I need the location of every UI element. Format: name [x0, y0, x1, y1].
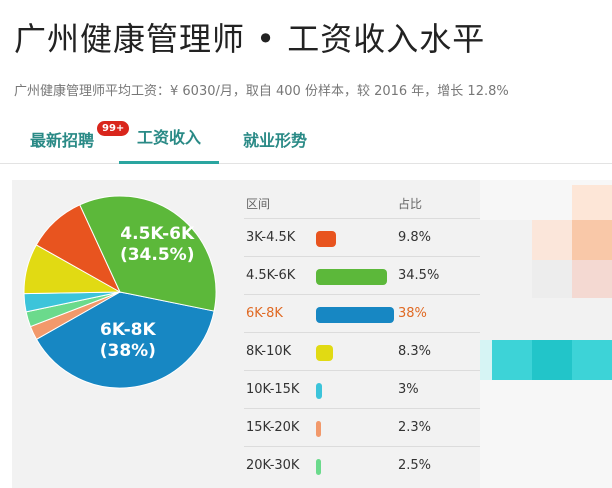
mosaic-tile [480, 380, 612, 488]
salary-panel: 6K-8K (38%) 4.5K-6K (34.5%) 区间 占比 3K-4.5K 9.… [12, 180, 612, 488]
table-row: 15K-20K 2.3% [244, 408, 480, 447]
pie-chart [23, 195, 217, 389]
mosaic-tile [532, 220, 572, 260]
row-bar [316, 421, 321, 437]
row-range: 15K-20K [246, 420, 300, 435]
pie-slice-label-pct: (38%) [99, 341, 156, 362]
pie-slice-label-range: 4.5K-6K [120, 223, 195, 244]
new-jobs-badge: 99+ [96, 120, 131, 137]
header-percentage: 占比 [398, 197, 423, 211]
table-row: 3K-4.5K 9.8% [244, 218, 480, 257]
page-subtitle: 广州健康管理师平均工资：¥ 6030/月，取自 400 份样本，较 2016 年… [14, 84, 509, 99]
row-range: 4.5K-6K [246, 268, 296, 283]
pie-slice-6k-8k [35, 291, 215, 389]
row-percentage: 2.3% [398, 420, 432, 435]
page-title: 广州健康管理师 • 工资收入水平 [14, 20, 486, 58]
pie-slice-label-pct: (34.5%) [119, 244, 195, 265]
tab-latest-jobs-label: 最新招聘 [30, 131, 95, 150]
row-percentage: 8.3% [398, 344, 432, 359]
mosaic-tile [572, 185, 612, 220]
salary-table: 区间 占比 3K-4.5K 9.8% 4.5K-6K 34.5% 6K-8K 38% 8K-… [244, 180, 480, 488]
mosaic-tile [572, 220, 612, 260]
row-range: 8K-10K [246, 344, 292, 359]
row-bar [316, 231, 337, 247]
row-bar [316, 383, 323, 399]
mosaic-tile [572, 260, 612, 298]
tab-salary-label: 工资收入 [137, 128, 202, 147]
row-bar [316, 269, 387, 285]
table-row: 6K-8K 38% [244, 294, 480, 333]
pie-slice-label: 4.5K-6K (34.5%) [112, 224, 202, 266]
header-range: 区间 [246, 197, 271, 211]
blurred-decoration [480, 180, 612, 488]
mosaic-tile [532, 340, 572, 380]
row-bar [316, 345, 333, 361]
pie-slice-label-range: 6K-8K [100, 320, 156, 341]
tab-employment-label: 就业形势 [243, 131, 308, 150]
pie-slice-4_5k-6k [79, 195, 217, 312]
tab-salary[interactable]: 工资收入 [119, 115, 220, 164]
pie-slice-label: 6K-8K (38%) [83, 320, 173, 362]
table-row: 10K-15K 3% [244, 370, 480, 409]
row-percentage: 34.5% [398, 268, 440, 283]
row-range: 20K-30K [246, 458, 300, 473]
row-bar [316, 307, 394, 323]
row-percentage: 3% [398, 382, 419, 397]
row-bar [316, 459, 322, 475]
row-range: 10K-15K [246, 382, 300, 397]
table-row: 4.5K-6K 34.5% [244, 256, 480, 295]
row-percentage: 2.5% [398, 458, 432, 473]
row-percentage: 9.8% [398, 230, 432, 245]
table-row: 20K-30K 2.5% [244, 446, 480, 485]
row-range: 3K-4.5K [246, 230, 296, 245]
row-percentage: 38% [398, 306, 427, 321]
tab-bar: 最新招聘 99+ 工资收入 就业形势 [0, 115, 612, 164]
tab-latest-jobs[interactable]: 最新招聘 [30, 127, 94, 151]
table-row: 8K-10K 8.3% [244, 332, 480, 371]
tab-employment[interactable]: 就业形势 [243, 127, 307, 151]
row-range: 6K-8K [246, 306, 283, 321]
